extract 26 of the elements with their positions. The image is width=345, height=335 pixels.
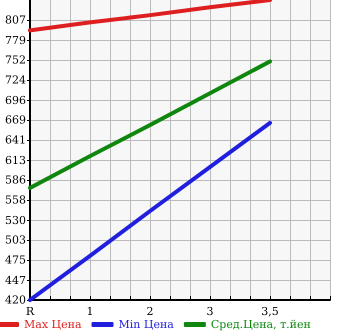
y-tick-label: 669 [5, 114, 26, 126]
y-tick-label: 530 [5, 214, 26, 227]
y-tick-label: 807 [5, 14, 26, 27]
line-series [28, 0, 272, 32]
y-tick-label: 752 [5, 54, 26, 66]
line-series [28, 120, 272, 302]
y-tick-label: 447 [5, 274, 26, 287]
y-tick-label: 503 [5, 234, 26, 246]
y-tick-label: 558 [5, 194, 26, 207]
x-tick-label: 3 [206, 305, 214, 318]
line-series [28, 59, 272, 190]
x-tick-label: R [26, 305, 35, 318]
y-tick-label: 724 [5, 74, 26, 87]
y-tick-label: 475 [5, 254, 26, 267]
y-tick-label: 420 [5, 294, 26, 306]
x-tick-label: 2 [146, 305, 154, 318]
x-tick-label: 3,5 [261, 305, 279, 318]
y-tick-label: 779 [5, 34, 26, 47]
legend-label: Max Цена [24, 318, 82, 331]
x-tick-label: 1 [86, 305, 94, 318]
legend-label: Min Цена [118, 318, 174, 331]
y-tick-label: 696 [5, 94, 26, 107]
y-tick-label: 613 [5, 154, 26, 167]
legend-label: Сред.Цена, т.йен [210, 318, 311, 331]
y-tick-label: 586 [5, 174, 26, 186]
y-tick-label: 641 [5, 134, 26, 147]
